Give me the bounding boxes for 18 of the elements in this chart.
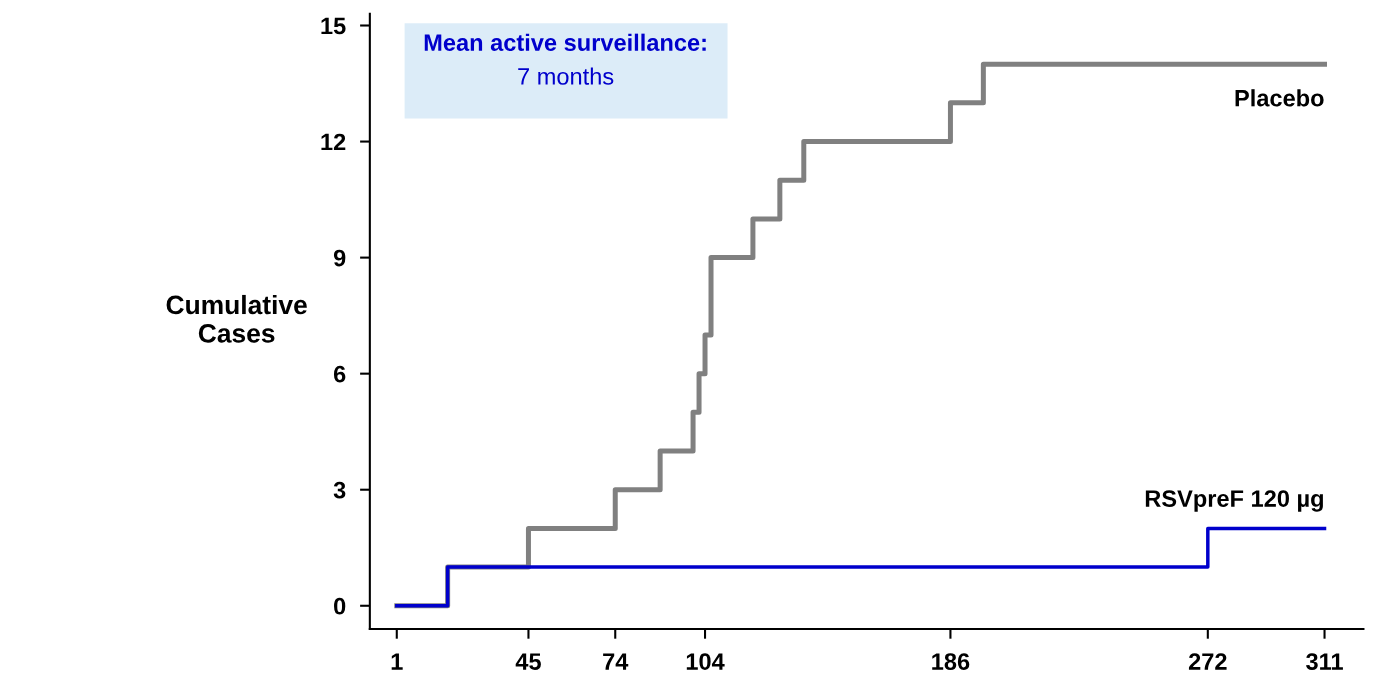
y-tick-label: 12 <box>321 133 346 151</box>
y-tick-label: 0 <box>334 597 346 615</box>
y-tick-label: 9 <box>333 249 346 267</box>
annotation: 7 months <box>518 67 614 85</box>
x-tick-label: 74 <box>603 653 629 670</box>
x-tick-label: 311 <box>1306 653 1343 670</box>
x-tick-label: 272 <box>1188 653 1227 670</box>
x-tick-label: 104 <box>686 653 725 670</box>
y-axis-title: Cumulative Cases <box>166 294 307 343</box>
x-tick-label: 1 <box>391 653 403 670</box>
series-label: RSVpreF 120 µg <box>1145 490 1323 512</box>
series-label: Placebo <box>1235 89 1324 107</box>
y-tick-label: 15 <box>321 17 346 35</box>
x-tick-label: 45 <box>515 653 541 670</box>
y-tick-label: 6 <box>333 365 346 383</box>
y-tick-label: 3 <box>333 481 346 499</box>
annotation: Mean active surveillance: <box>424 33 706 51</box>
x-tick-label: 186 <box>932 653 970 670</box>
